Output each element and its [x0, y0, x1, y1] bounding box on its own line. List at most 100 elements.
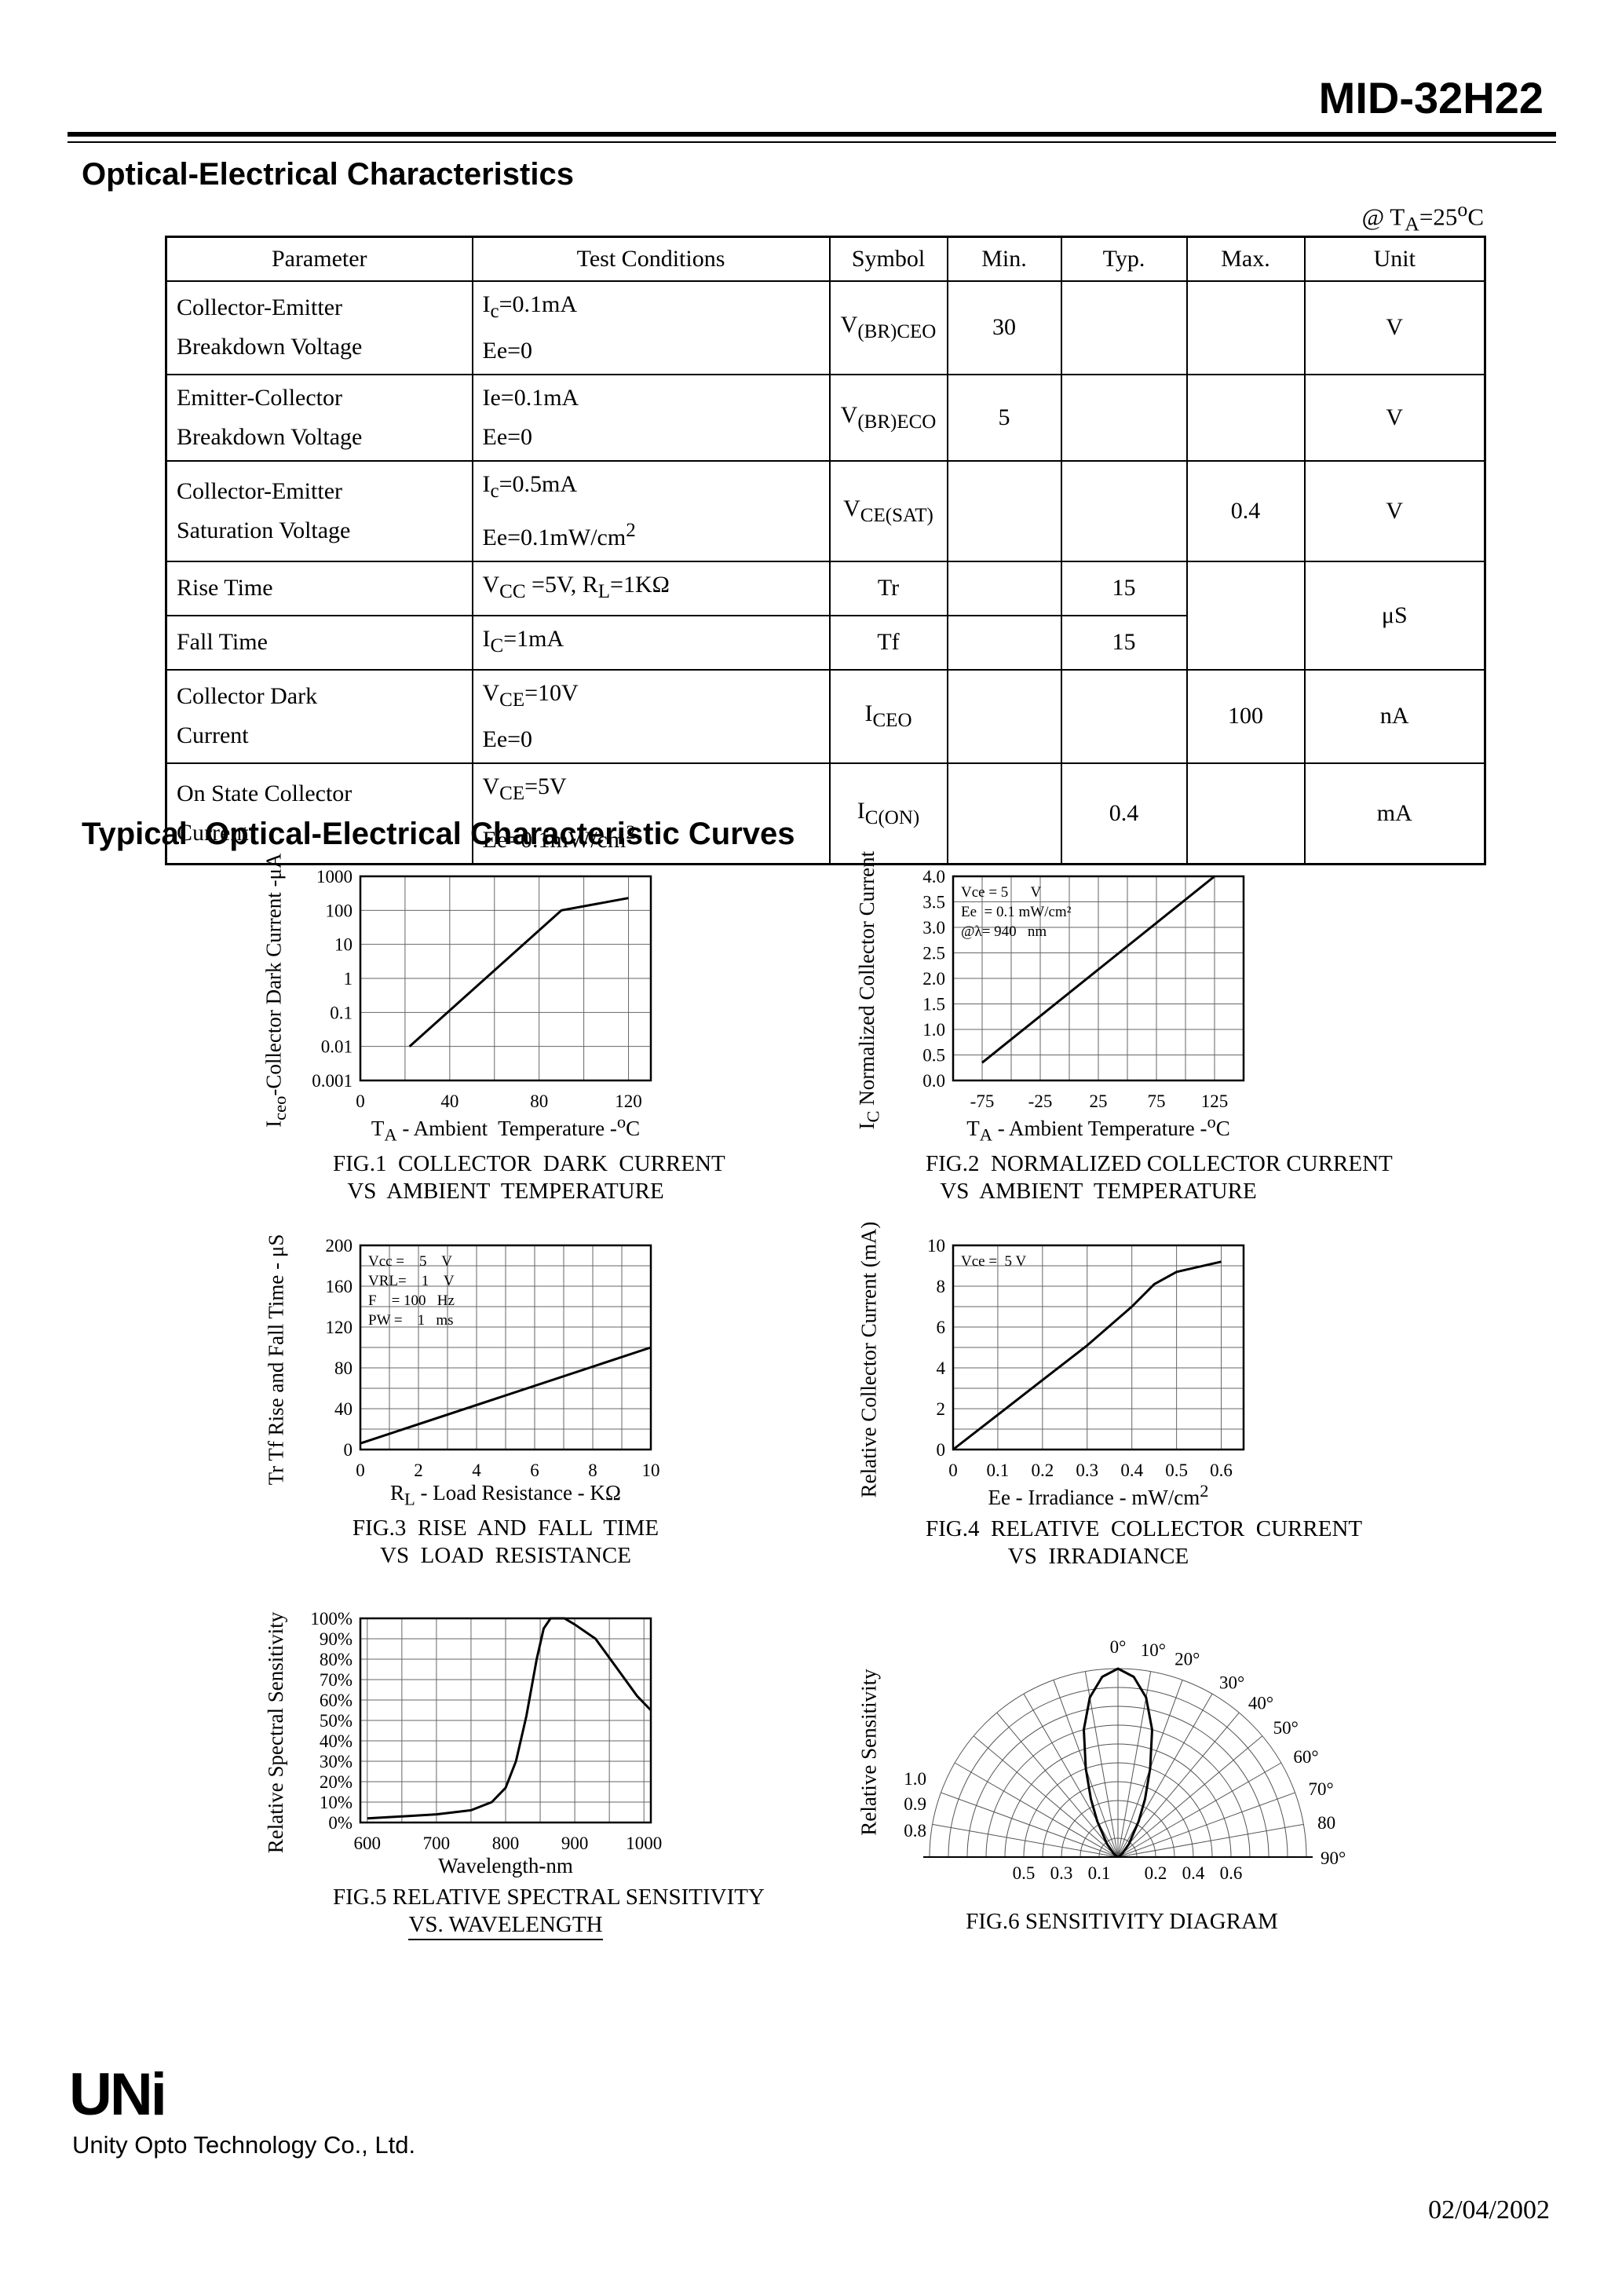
y-tick-label: 40	[334, 1399, 353, 1419]
y-tick-label: 200	[326, 1236, 353, 1256]
fig1-caption-line2: VS AMBIENT TEMPERATURE	[347, 1179, 664, 1205]
figure-3: Tr Tf Rise and Fall Time - μS 0 2 4 6 8 10 200…	[259, 1233, 678, 1569]
y-tick-label: 0.01	[321, 1037, 353, 1057]
table-row: Collector Dark Current VCE=10V Ee=0 ICEO…	[165, 668, 1486, 764]
y-tick-label: 1	[344, 969, 353, 989]
section-heading-curves: Typical Optical-Electrical Characteristi…	[82, 817, 795, 851]
y-tick-label: 70%	[320, 1670, 353, 1690]
cell-max	[1185, 560, 1306, 671]
cell-parameter: Emitter-Collector Breakdown Voltage	[165, 373, 473, 462]
data-curve	[952, 1260, 1222, 1451]
radius-value-label: 0.4	[1182, 1863, 1205, 1883]
figure-1: Iceo-Collector Dark Current -μA 0 40 80 120…	[259, 853, 725, 1205]
plot-frame	[952, 1244, 1245, 1451]
x-tick-label: 25	[1090, 1091, 1108, 1111]
fig5-x-axis-label: Wavelength-nm	[438, 1854, 573, 1877]
cell-min	[946, 762, 1062, 865]
x-tick-label: 900	[561, 1834, 589, 1853]
data-curve	[408, 897, 629, 1047]
y-tick-label: 0.1	[330, 1003, 353, 1022]
x-tick-label: 800	[492, 1834, 520, 1853]
x-tick-label: 0.1	[987, 1461, 1010, 1480]
cell-parameter: Collector-Emitter Saturation Voltage	[165, 459, 473, 562]
x-tick-label: 700	[423, 1834, 451, 1853]
col-header-typ: Typ.	[1060, 236, 1188, 282]
cell-min	[946, 560, 1062, 616]
ambient-temperature-note: @ TA=25oC	[1361, 198, 1484, 236]
fig1-caption-line1: FIG.1 COLLECTOR DARK CURRENT	[333, 1151, 725, 1177]
y-tick-label: 1.0	[922, 1020, 945, 1040]
radial-scale-label: 0.9	[904, 1794, 926, 1814]
figure-5: Relative Spectral Sensitivity 600 700 800 9…	[259, 1606, 765, 1940]
cell-conditions: Ic=0.1mA Ee=0	[471, 280, 831, 375]
x-tick-label: 8	[588, 1461, 597, 1480]
col-header-conditions: Test Conditions	[471, 236, 831, 282]
fig2-y-axis-label: IC Normalized Collector Current	[854, 850, 883, 1130]
fig3-y-axis-label: Tr Tf Rise and Fall Time - μS	[264, 1234, 288, 1485]
cell-typ	[1060, 373, 1188, 462]
cell-symbol: IC(ON)	[828, 762, 948, 865]
table-row: Collector-Emitter Breakdown Voltage Ic=0…	[165, 280, 1486, 375]
y-tick-label: 0	[937, 1440, 946, 1460]
y-tick-label: 30%	[320, 1752, 353, 1771]
x-tick-label: 1000	[626, 1834, 662, 1853]
fig3-plot: 0 2 4 6 8 10 200 160 120 80 40 0 Vcc = 5 V VRL= 1 V F …	[326, 1236, 660, 1480]
annotation: Vce = 5 V	[961, 884, 1041, 901]
cell-parameter: Rise Time	[165, 560, 473, 616]
table-row: Emitter-Collector Breakdown Voltage Ie=0…	[165, 373, 1486, 462]
x-tick-label: 4	[472, 1461, 481, 1480]
cell-unit: μS	[1303, 560, 1486, 671]
col-header-symbol: Symbol	[828, 236, 948, 282]
cell-parameter: On State Collector Current	[165, 762, 473, 865]
radius-value-label: 0.1	[1088, 1863, 1111, 1883]
table-row: Collector-Emitter Saturation Voltage Ic=…	[165, 459, 1486, 562]
y-tick-label: 100%	[310, 1609, 353, 1629]
y-tick-label: 120	[326, 1318, 353, 1337]
x-tick-label: 0.3	[1076, 1461, 1098, 1480]
y-tick-label: 90%	[320, 1629, 353, 1649]
cell-symbol: Tf	[828, 614, 948, 671]
y-tick-label: 2	[937, 1399, 946, 1419]
cell-unit: nA	[1303, 668, 1486, 764]
y-tick-label: 0.5	[922, 1046, 945, 1066]
radius-value-label: 0.3	[1050, 1863, 1073, 1883]
cell-min	[946, 668, 1062, 764]
figure-4: Relative Collector Current (mA) 0 0.1 0.2 0…	[852, 1221, 1363, 1570]
x-tick-label: 0.2	[1031, 1461, 1054, 1480]
x-tick-label: 75	[1148, 1091, 1166, 1111]
cell-min	[946, 459, 1062, 562]
cell-conditions: VCE=10V Ee=0	[471, 668, 831, 764]
y-tick-label: 2.5	[922, 944, 945, 963]
x-tick-label: 40	[440, 1091, 458, 1111]
angle-label: 40°	[1248, 1693, 1273, 1713]
x-tick-label: 80	[530, 1091, 548, 1111]
angle-label: 50°	[1273, 1718, 1299, 1738]
annotation: Vcc = 5 V	[368, 1253, 452, 1270]
cell-parameter: Collector-Emitter Breakdown Voltage	[165, 280, 473, 375]
table-header-row: Parameter Test Conditions Symbol Min. Ty…	[165, 236, 1486, 282]
col-header-max: Max.	[1185, 236, 1306, 282]
header-rule-thin	[68, 141, 1556, 143]
fig3-x-axis-label: RL - Load Resistance - KΩ	[389, 1481, 621, 1509]
y-tick-label: 10%	[320, 1793, 353, 1812]
radius-grid-arc	[966, 1706, 1269, 1858]
radial-scale-label: 0.8	[904, 1821, 926, 1841]
page-title: MID-32H22	[1318, 73, 1543, 122]
angle-label: 90°	[1321, 1848, 1346, 1868]
fig1-plot: 0 40 80 120 1000 100 10 1 0.1 0.01 0.001	[312, 867, 652, 1111]
y-tick-label: 100	[326, 901, 353, 920]
fig1-y-axis-label: Iceo-Collector Dark Current -μA	[261, 853, 290, 1128]
table-row: Fall Time IC=1mA Tf 15	[165, 614, 1485, 671]
radius-value-label: 0.5	[1013, 1863, 1036, 1883]
fig5-caption-line1: FIG.5 RELATIVE SPECTRAL SENSITIVITY	[333, 1885, 765, 1910]
company-name: Unity Opto Technology Co., Ltd.	[72, 2131, 416, 2159]
cell-max	[1185, 762, 1306, 865]
cell-max	[1185, 373, 1306, 462]
fig1-x-axis-label: TA - Ambient Temperature -oC	[371, 1112, 641, 1145]
fig5-y-axis-label: Relative Spectral Sensitivity	[264, 1611, 288, 1853]
angle-label: 80	[1317, 1813, 1335, 1833]
cell-symbol: V(BR)CEO	[828, 280, 948, 375]
x-tick-label: 0.4	[1120, 1461, 1143, 1480]
figure-6: Relative Sensitivity 0° 10° 20° 30° 40° 50° 60…	[852, 1606, 1357, 1935]
